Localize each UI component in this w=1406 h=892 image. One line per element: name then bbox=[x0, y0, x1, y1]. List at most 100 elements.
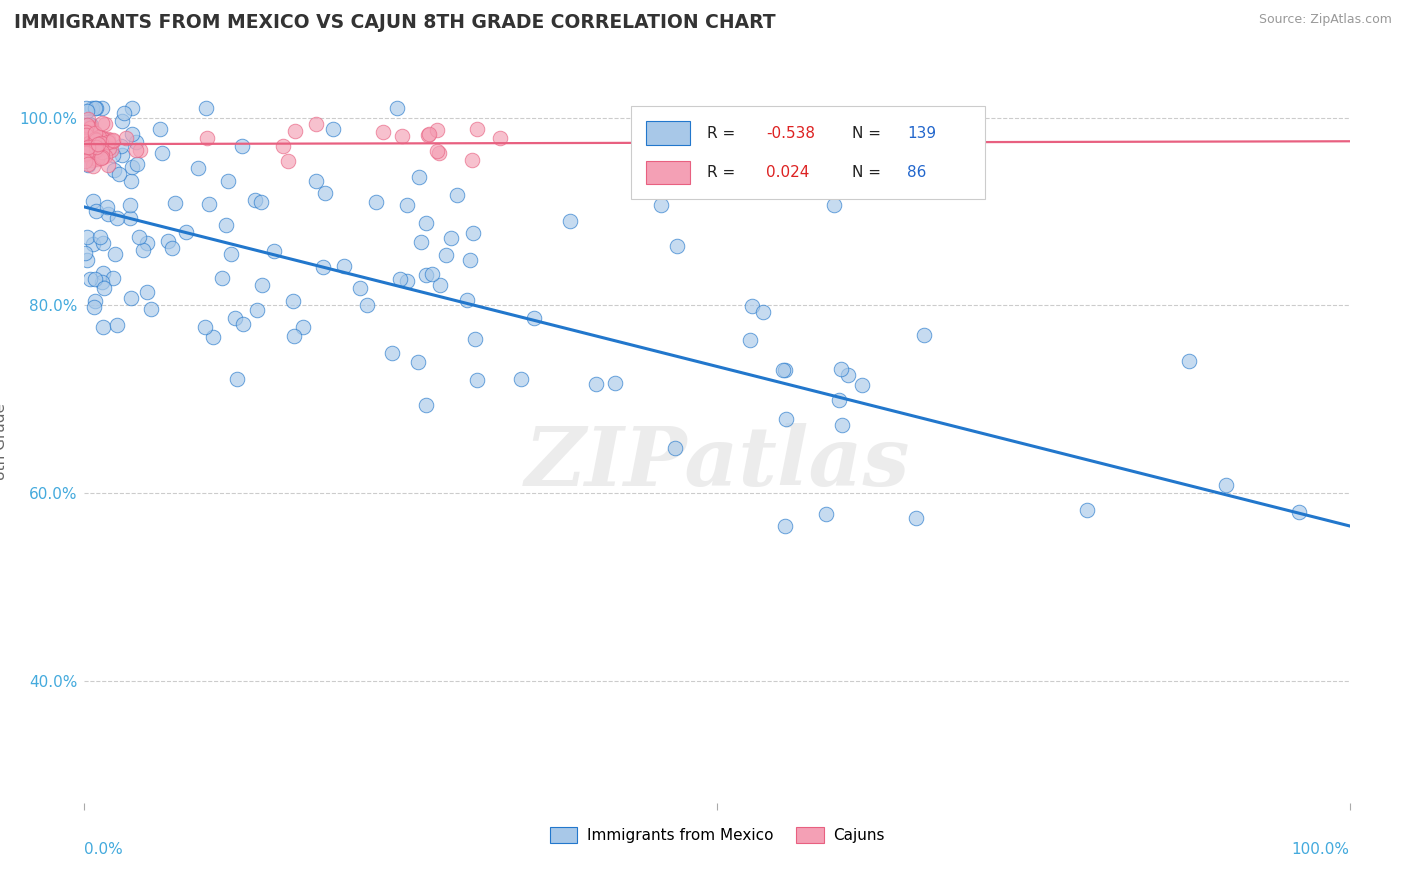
Text: 100.0%: 100.0% bbox=[1292, 842, 1350, 856]
Point bbox=[83, 300, 105, 314]
Point bbox=[131, 243, 153, 257]
Point bbox=[851, 377, 873, 392]
Point bbox=[231, 138, 253, 153]
Point bbox=[373, 125, 395, 139]
Point bbox=[193, 320, 215, 334]
Point bbox=[76, 158, 98, 172]
Point bbox=[91, 319, 114, 334]
Point bbox=[489, 131, 512, 145]
Point bbox=[124, 135, 146, 149]
Point bbox=[128, 143, 150, 157]
Point bbox=[124, 143, 146, 157]
Point bbox=[127, 156, 149, 170]
Point bbox=[83, 144, 105, 158]
Point bbox=[94, 149, 117, 163]
Point bbox=[79, 272, 101, 286]
Point bbox=[91, 235, 114, 250]
Point bbox=[75, 125, 97, 139]
Text: 0.024: 0.024 bbox=[766, 165, 810, 180]
Point bbox=[461, 226, 484, 240]
Point bbox=[76, 134, 98, 148]
Point bbox=[105, 318, 128, 332]
Point bbox=[82, 144, 104, 158]
Point bbox=[96, 200, 118, 214]
Point bbox=[89, 129, 111, 144]
Point bbox=[349, 280, 371, 294]
Point bbox=[250, 278, 273, 293]
Point bbox=[322, 122, 344, 136]
Point bbox=[277, 153, 299, 168]
Point bbox=[245, 303, 267, 318]
Point bbox=[263, 244, 285, 258]
Point bbox=[429, 277, 451, 292]
Point bbox=[97, 158, 120, 172]
Point bbox=[82, 194, 104, 208]
Point bbox=[75, 154, 97, 169]
Text: 139: 139 bbox=[907, 126, 936, 141]
Point bbox=[156, 234, 179, 248]
Point bbox=[828, 393, 851, 408]
Point bbox=[243, 194, 266, 208]
Point bbox=[775, 412, 797, 426]
Point bbox=[97, 135, 120, 149]
Point bbox=[77, 118, 100, 132]
Point bbox=[415, 268, 437, 282]
Legend: Immigrants from Mexico, Cajuns: Immigrants from Mexico, Cajuns bbox=[544, 822, 890, 849]
Point bbox=[408, 169, 430, 184]
Text: IMMIGRANTS FROM MEXICO VS CAJUN 8TH GRADE CORRELATION CHART: IMMIGRANTS FROM MEXICO VS CAJUN 8TH GRAD… bbox=[14, 13, 776, 32]
Point bbox=[1288, 505, 1310, 519]
Point bbox=[458, 253, 481, 268]
Point bbox=[333, 259, 356, 273]
Point bbox=[90, 130, 112, 145]
Text: R =: R = bbox=[707, 126, 740, 141]
Point bbox=[91, 116, 114, 130]
Point bbox=[741, 299, 763, 313]
Point bbox=[90, 140, 112, 154]
Point bbox=[82, 146, 104, 161]
Point bbox=[86, 137, 108, 152]
Point bbox=[90, 136, 112, 150]
Point bbox=[250, 195, 273, 210]
Point bbox=[76, 146, 98, 161]
Point bbox=[76, 253, 98, 268]
Point bbox=[202, 329, 225, 343]
Point bbox=[830, 362, 852, 376]
Point bbox=[121, 102, 143, 116]
Point bbox=[135, 236, 157, 251]
Point bbox=[97, 141, 120, 155]
Point bbox=[82, 159, 104, 173]
Point bbox=[292, 319, 315, 334]
Point bbox=[84, 131, 107, 145]
Point bbox=[79, 120, 101, 134]
Point bbox=[197, 197, 219, 211]
Point bbox=[82, 136, 104, 150]
Text: N =: N = bbox=[852, 165, 886, 180]
Point bbox=[86, 129, 108, 144]
Point bbox=[76, 157, 98, 171]
Point bbox=[174, 225, 197, 239]
Point bbox=[118, 211, 141, 225]
Y-axis label: 8th Grade: 8th Grade bbox=[0, 403, 8, 480]
Point bbox=[90, 151, 112, 165]
Point bbox=[163, 195, 186, 210]
Point bbox=[76, 142, 98, 156]
Point bbox=[128, 230, 150, 244]
Point bbox=[75, 146, 97, 161]
Point bbox=[77, 137, 100, 152]
Point bbox=[80, 102, 103, 116]
Point bbox=[100, 144, 122, 158]
Point bbox=[89, 229, 111, 244]
Point bbox=[80, 122, 103, 136]
Point bbox=[605, 376, 627, 391]
Point bbox=[77, 137, 100, 152]
Point bbox=[108, 167, 131, 181]
Point bbox=[75, 141, 97, 155]
Point bbox=[80, 142, 103, 156]
Point bbox=[283, 293, 305, 308]
Point bbox=[314, 186, 336, 200]
Point bbox=[194, 102, 217, 116]
Point bbox=[1076, 503, 1098, 517]
Point bbox=[408, 355, 430, 369]
Point bbox=[84, 133, 107, 147]
Point bbox=[90, 145, 112, 159]
